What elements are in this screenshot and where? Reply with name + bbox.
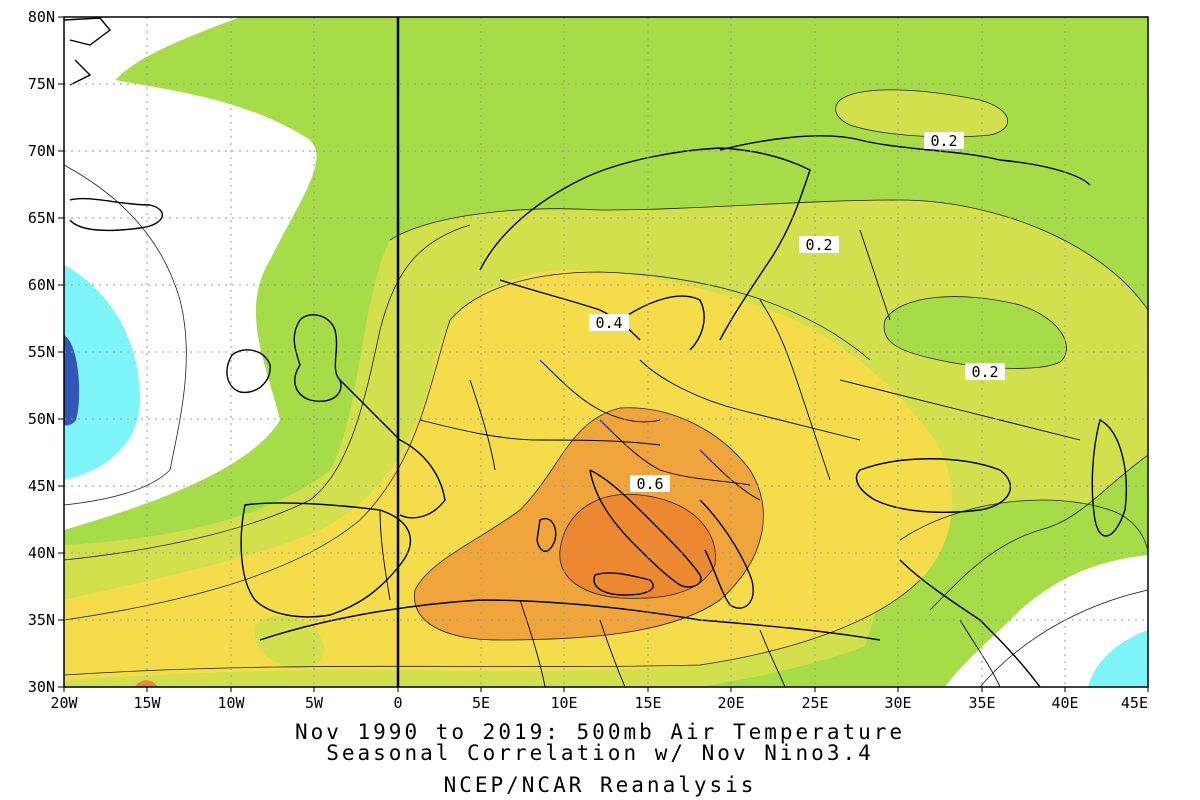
lat-label: 50N bbox=[28, 410, 55, 428]
contour-label-text: 0.2 bbox=[930, 132, 957, 150]
lon-label: 10E bbox=[550, 694, 577, 712]
contour-label: 0.2 bbox=[965, 363, 1005, 381]
field-green-island-east bbox=[884, 296, 1067, 369]
caption-line-2: Seasonal Correlation w/ Nov Nino3.4 bbox=[326, 741, 874, 765]
country-borders bbox=[379, 229, 1081, 687]
map-plot-area: 0.2 0.2 0.2 0.4 0.6 bbox=[64, 17, 1148, 687]
lat-label: 75N bbox=[28, 75, 55, 93]
lon-label: 20E bbox=[717, 694, 744, 712]
lon-label: 5W bbox=[305, 694, 324, 712]
contour-label: 0.4 bbox=[589, 314, 629, 332]
field-cyan-west bbox=[64, 265, 140, 480]
lon-label: 35E bbox=[968, 694, 995, 712]
caption-line-1: Nov 1990 to 2019: 500mb Air Temperature bbox=[294, 720, 906, 744]
lat-label: 60N bbox=[28, 276, 55, 294]
contour-label-text: 0.6 bbox=[636, 475, 663, 493]
lon-label: 20W bbox=[50, 694, 78, 712]
caption-line-3: NCEP/NCAR Reanalysis bbox=[443, 773, 757, 797]
field-yellow-green-arctic bbox=[835, 89, 1008, 137]
lon-label: 15W bbox=[133, 694, 161, 712]
contour-label-text: 0.2 bbox=[971, 363, 998, 381]
lat-label: 40N bbox=[28, 544, 55, 562]
field-white-southeast bbox=[945, 555, 1148, 687]
field-orange-core bbox=[559, 494, 716, 599]
field-yellow-green-pocket bbox=[254, 616, 324, 668]
lon-label: 5E bbox=[472, 694, 490, 712]
lon-label: 15E bbox=[634, 694, 661, 712]
contour-label-text: 0.4 bbox=[595, 314, 622, 332]
latitude-labels: 80N 75N 70N 65N 60N 55N 50N 45N 40N 35N … bbox=[28, 8, 55, 696]
contour-label: 0.2 bbox=[799, 236, 839, 254]
lon-label: 40E bbox=[1051, 694, 1078, 712]
contour-label: 0.6 bbox=[630, 475, 670, 493]
lon-label: 10W bbox=[217, 694, 245, 712]
contour-label-group: 0.2 0.2 0.2 0.4 0.6 bbox=[589, 132, 1005, 493]
lon-label: 0 bbox=[393, 694, 402, 712]
longitude-labels: 20W 15W 10W 5W 0 5E 10E 15E 20E 25E 30E … bbox=[50, 694, 1148, 712]
lon-label: 45E bbox=[1121, 694, 1148, 712]
lat-label: 45N bbox=[28, 477, 55, 495]
contour-lines bbox=[64, 89, 1148, 687]
lat-label: 55N bbox=[28, 343, 55, 361]
lat-label: 70N bbox=[28, 142, 55, 160]
lat-label: 65N bbox=[28, 209, 55, 227]
lat-label: 35N bbox=[28, 611, 55, 629]
grid-lines bbox=[64, 17, 1148, 687]
lat-label: 80N bbox=[28, 8, 55, 26]
lat-label: 30N bbox=[28, 678, 55, 696]
field-cyan-southeast bbox=[1088, 630, 1148, 687]
tick-marks bbox=[58, 16, 1149, 692]
contour-label-text: 0.2 bbox=[805, 236, 832, 254]
field-blue-west bbox=[64, 335, 80, 426]
contour-label: 0.2 bbox=[924, 132, 964, 150]
lon-label: 30E bbox=[884, 694, 911, 712]
lon-label: 25E bbox=[801, 694, 828, 712]
